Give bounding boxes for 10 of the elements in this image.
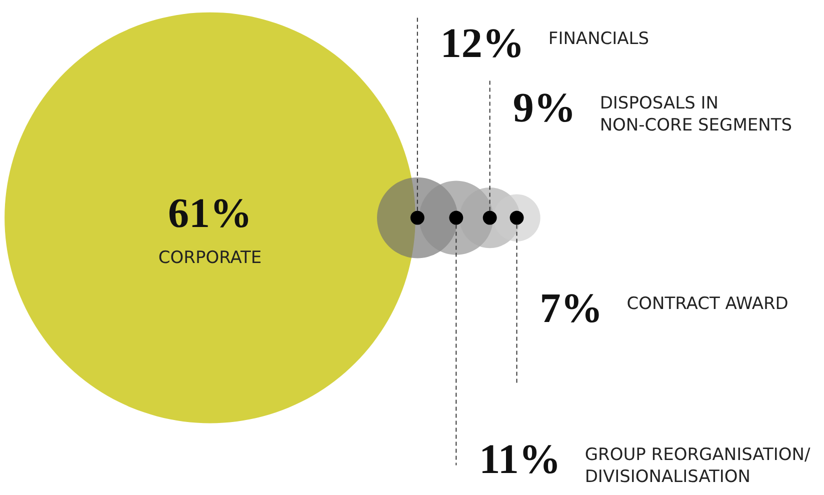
- data-label: 7%: [540, 286, 603, 332]
- category-label: GROUP REORGANISATION/ DIVISIONALISATION: [584, 444, 810, 487]
- data-label: 12%: [440, 21, 524, 68]
- category-label: DISPOSALS IN NON-CORE SEGMENTS: [600, 94, 792, 136]
- data-label: 11%: [479, 436, 561, 483]
- category-label: CORPORATE: [158, 248, 262, 268]
- data-label: 9%: [512, 86, 576, 132]
- data-label: 61%: [168, 190, 252, 237]
- category-label: FINANCIALS: [548, 29, 650, 50]
- category-label: CONTRACT AWARD: [626, 294, 788, 314]
